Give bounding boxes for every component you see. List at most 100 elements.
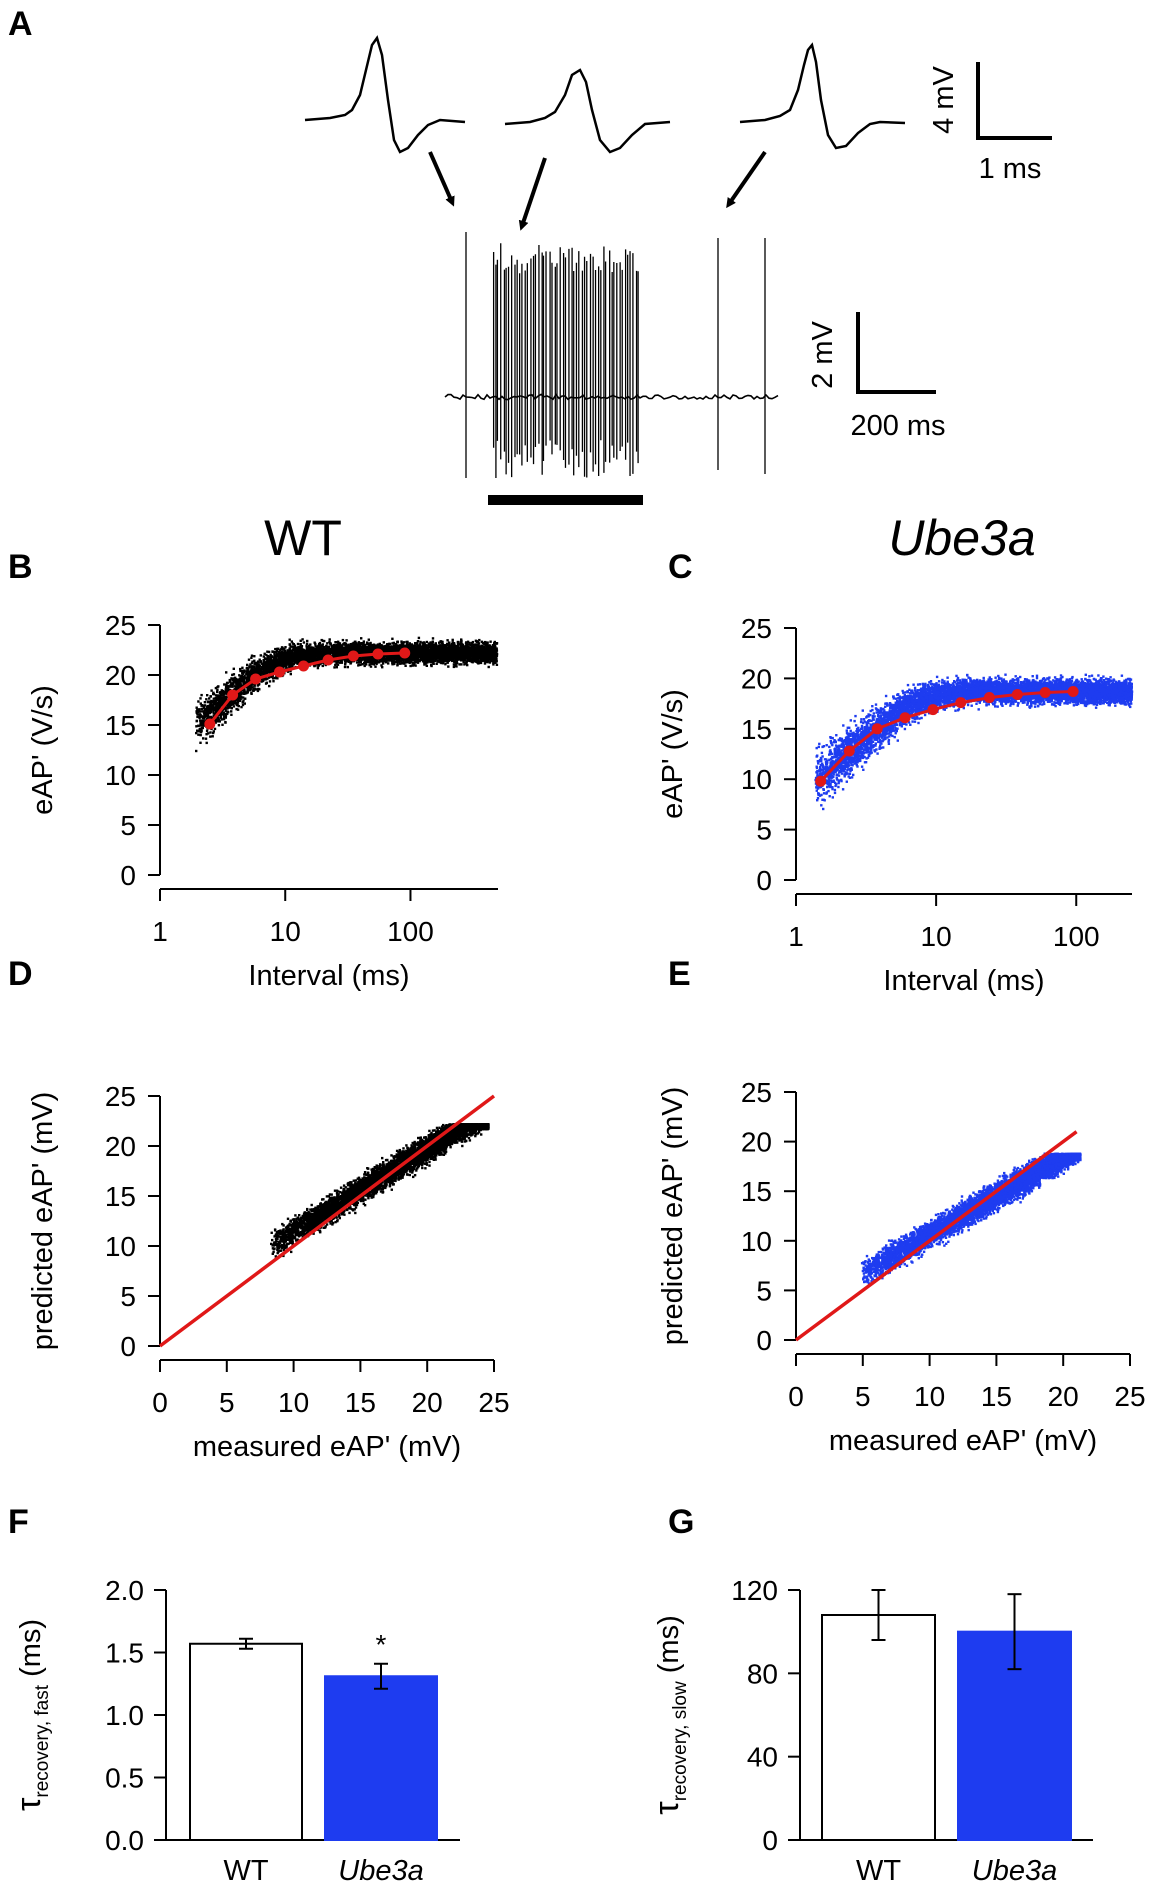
x-tick-label: 1: [152, 916, 168, 947]
scatter-point: [214, 686, 218, 690]
scatter-point: [431, 637, 435, 640]
scatter-point: [486, 641, 489, 644]
scatter-point: [232, 705, 236, 708]
scatter-point: [410, 660, 413, 663]
scatter-point: [387, 662, 390, 665]
scale-bar-small: [976, 62, 1052, 140]
scatter-point: [471, 640, 475, 644]
scatter-point: [475, 640, 479, 644]
scatter-point: [451, 638, 454, 642]
scatter-point: [203, 701, 207, 704]
scatter-point: [313, 641, 316, 644]
scatter-point: [195, 719, 198, 723]
scatter-point: [495, 660, 498, 663]
scatter-point: [364, 643, 367, 647]
spike-trace-1: [304, 35, 466, 154]
spike-train-trace: [444, 232, 779, 478]
scatter-point: [198, 708, 201, 711]
scatter-point: [212, 714, 215, 718]
y-tick-label: 10: [105, 760, 136, 791]
scale-large-voltage: 2 mV: [807, 321, 839, 389]
scatter-point: [258, 658, 261, 661]
scatter-point: [362, 640, 365, 643]
scale-bar-large: [856, 312, 936, 394]
scatter-point: [238, 679, 241, 682]
header-wt: WT: [264, 510, 342, 566]
scatter-point: [335, 641, 338, 644]
scatter-point: [230, 707, 233, 710]
scatter-point: [337, 645, 341, 648]
scatter-point: [215, 702, 218, 705]
scatter-point: [487, 660, 490, 663]
scatter-point: [219, 693, 223, 696]
scatter-point: [464, 662, 467, 665]
scatter-point: [247, 676, 250, 679]
scatter-point: [237, 704, 240, 708]
scatter-point: [419, 640, 422, 644]
scatter-point: [400, 640, 403, 643]
panel-label-a: A: [8, 5, 33, 43]
panel-label-d: D: [8, 955, 33, 993]
scatter-point: [367, 638, 370, 641]
scatter-point: [484, 640, 487, 644]
scatter-point: [225, 681, 229, 685]
scatter-point: [319, 647, 322, 650]
scatter-point: [235, 707, 238, 711]
scatter-point: [210, 707, 213, 711]
scatter-point: [205, 715, 208, 718]
scatter-point: [391, 642, 394, 645]
scatter-point: [206, 712, 210, 715]
scatter-point: [244, 697, 247, 700]
scatter-point: [493, 640, 496, 644]
scatter-point: [397, 648, 400, 651]
scatter-point: [224, 690, 227, 693]
scatter-point: [204, 737, 208, 740]
scatter-point: [321, 664, 324, 668]
y-tick-label: 15: [105, 710, 136, 741]
y-tick-label: 5: [120, 810, 136, 841]
scatter-point: [247, 670, 251, 673]
scatter-point: [201, 720, 205, 723]
scatter-point: [261, 679, 265, 683]
scatter-point: [250, 656, 253, 659]
scatter-point: [453, 644, 457, 647]
scatter-point: [398, 660, 401, 663]
scatter-point: [195, 731, 198, 735]
scatter-point: [336, 663, 339, 666]
scatter-point: [320, 638, 323, 642]
scatter-point: [242, 699, 245, 702]
scatter-point: [258, 688, 261, 691]
scatter-point: [210, 699, 213, 703]
scatter-point: [323, 639, 326, 643]
scatter-point: [286, 650, 290, 653]
scatter-point: [229, 680, 232, 683]
scatter-point: [230, 682, 233, 686]
scatter-point: [233, 702, 236, 705]
scatter-point: [266, 650, 269, 653]
scatter-point: [222, 693, 225, 696]
arrow-2: [518, 157, 547, 231]
scatter-point: [232, 667, 235, 670]
y-tick-label: 20: [105, 660, 136, 691]
scatter-point: [199, 719, 203, 722]
scatter-point: [411, 662, 414, 665]
scatter-point: [416, 644, 419, 647]
scatter-point: [306, 639, 309, 643]
scatter-point: [341, 638, 345, 642]
scatter-point: [276, 677, 279, 680]
scatter-point: [236, 708, 240, 711]
scatter-point: [368, 661, 371, 664]
scatter-point: [224, 721, 227, 724]
x-tick-label: 10: [270, 916, 301, 947]
scatter-point: [250, 691, 253, 695]
scatter-point: [206, 694, 209, 697]
scatter-point: [223, 715, 226, 718]
scatter-point: [349, 662, 352, 665]
scatter-point: [384, 661, 388, 664]
scatter-point: [272, 680, 275, 683]
scatter-point: [208, 697, 211, 700]
scatter-point: [205, 698, 208, 701]
scatter-point: [387, 659, 390, 662]
scatter-point: [431, 661, 435, 664]
